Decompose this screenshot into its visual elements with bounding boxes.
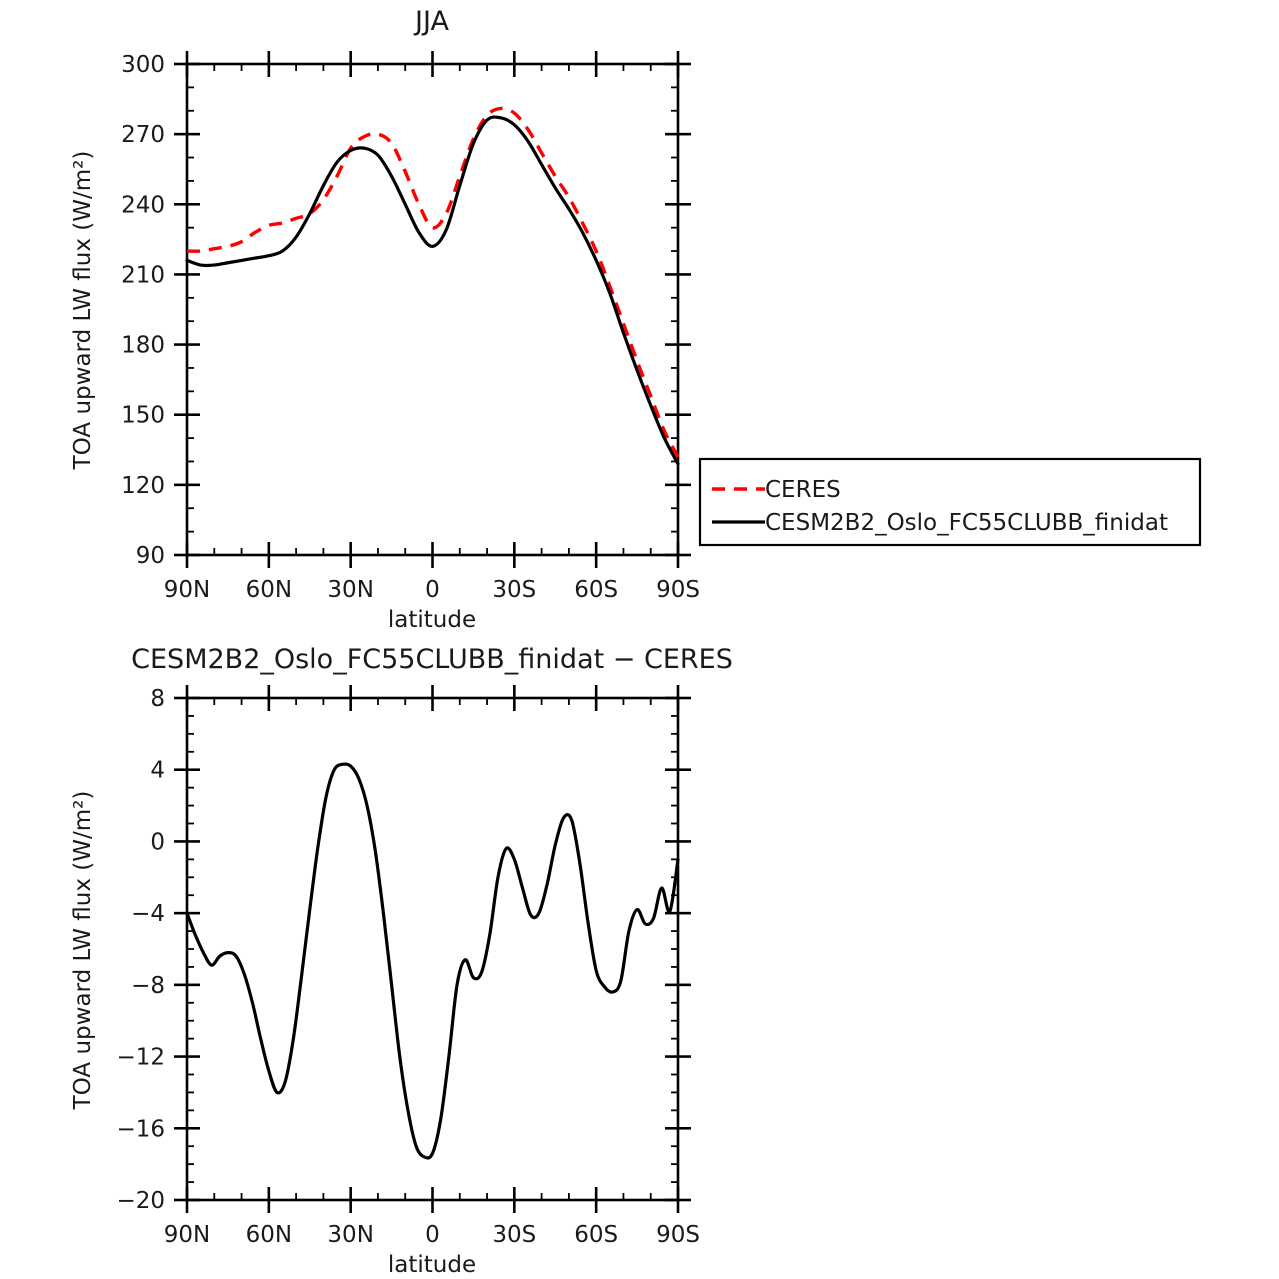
ytick-label: 300 xyxy=(121,52,165,78)
series-line-model xyxy=(185,115,680,466)
panel1-axes-frame xyxy=(174,51,691,568)
ytick-label: −12 xyxy=(116,1045,165,1071)
ytick-label: 150 xyxy=(121,403,165,429)
panel2-xlabel: latitude xyxy=(388,1252,476,1278)
xtick-label: 0 xyxy=(425,1222,440,1248)
panel1-xtick-labels: 90N 60N 30N 0 30S 60S 90S xyxy=(164,577,700,603)
xtick-label: 30N xyxy=(327,1222,373,1248)
xtick-label: 30S xyxy=(492,577,536,603)
legend-label-ceres: CERES xyxy=(765,477,841,503)
panel2-title: CESM2B2_Oslo_FC55CLUBB_finidat − CERES xyxy=(131,644,733,675)
panel1-ytick-labels: 90 120 150 180 210 240 270 300 xyxy=(121,52,165,569)
legend-label-model: CESM2B2_Oslo_FC55CLUBB_finidat xyxy=(765,510,1168,536)
series-line-ceres xyxy=(186,106,680,458)
xtick-label: 90N xyxy=(164,1222,210,1248)
panel2-xtick-labels: 90N 60N 30N 0 30S 60S 90S xyxy=(164,1222,700,1248)
xtick-label: 60N xyxy=(246,577,292,603)
panel-1-group: JJA 90 120 150 180 210 240 270 300 90N 60N 30N 0 30… xyxy=(70,6,1202,633)
xtick-label: 0 xyxy=(425,577,440,603)
series-line-difference xyxy=(185,762,680,1160)
panel2-axes-frame xyxy=(174,685,691,1213)
xtick-label: 30S xyxy=(492,1222,536,1248)
ytick-label: 210 xyxy=(121,262,165,288)
ytick-label: 4 xyxy=(150,758,165,784)
legend-box xyxy=(698,457,1202,547)
panel2-ylabel: TOA upward LW flux (W/m²) xyxy=(70,791,96,1111)
ytick-label: 8 xyxy=(150,686,165,712)
ytick-label: 0 xyxy=(150,829,165,855)
ytick-label: 120 xyxy=(121,473,165,499)
panel-2-group: CESM2B2_Oslo_FC55CLUBB_finidat − CERES −… xyxy=(70,644,733,1278)
panel1-title: JJA xyxy=(413,6,449,37)
ytick-label: −8 xyxy=(131,973,165,999)
ytick-label: −20 xyxy=(116,1188,165,1214)
ytick-label: 270 xyxy=(121,122,165,148)
xtick-label: 60N xyxy=(246,1222,292,1248)
xtick-label: 60S xyxy=(574,577,618,603)
xtick-label: 90S xyxy=(656,577,700,603)
panel1-ylabel: TOA upward LW flux (W/m²) xyxy=(70,151,96,471)
ytick-label: 90 xyxy=(136,543,165,569)
xtick-label: 30N xyxy=(327,577,373,603)
ytick-label: −16 xyxy=(116,1116,165,1142)
legend: CERES CESM2B2_Oslo_FC55CLUBB_finidat xyxy=(698,457,1202,547)
panel2-ytick-labels: −20 −16 −12 −8 −4 0 4 8 xyxy=(116,686,165,1214)
xtick-label: 60S xyxy=(574,1222,618,1248)
ytick-label: 240 xyxy=(121,192,165,218)
panel1-xlabel: latitude xyxy=(388,607,476,633)
xtick-label: 90N xyxy=(164,577,210,603)
ytick-label: 180 xyxy=(121,333,165,359)
ytick-label: −4 xyxy=(131,901,165,927)
xtick-label: 90S xyxy=(656,1222,700,1248)
